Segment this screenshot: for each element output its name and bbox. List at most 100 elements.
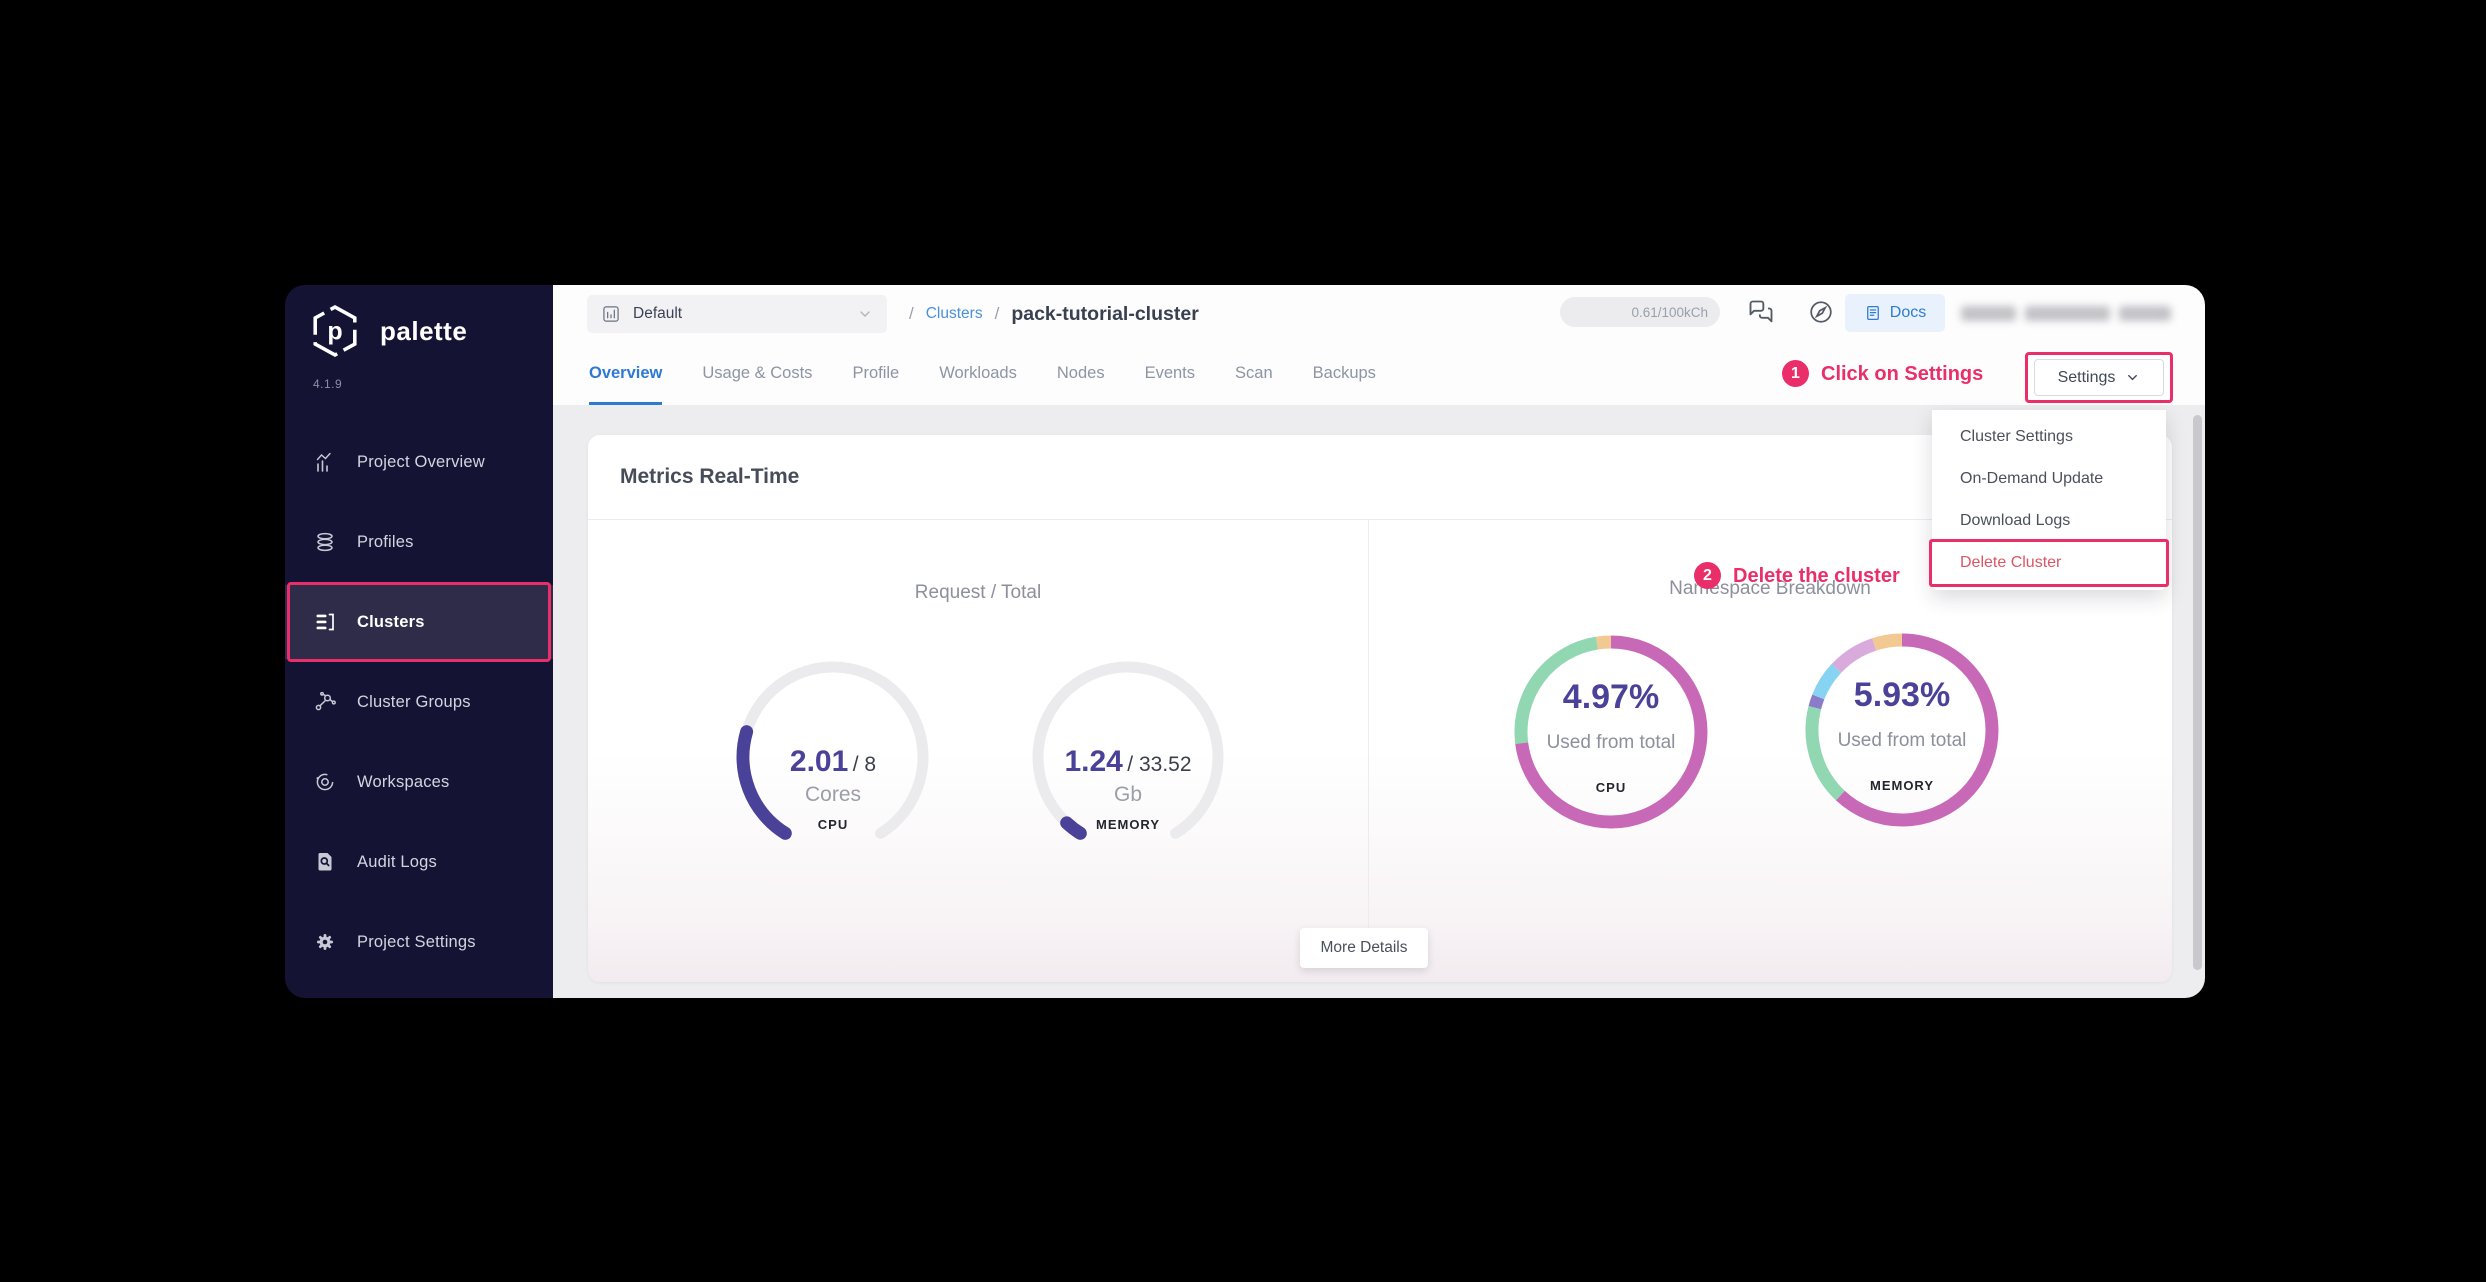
brand-name: palette: [380, 315, 468, 346]
memory-gauge-value-row: 1.24 / 33.52: [1028, 745, 1228, 779]
settings-dropdown-menu: Cluster Settings On-Demand Update Downlo…: [1929, 410, 2169, 590]
breadcrumb: / Clusters / pack-tutorial-cluster: [909, 295, 1199, 333]
chart-icon: [316, 452, 331, 472]
cpu-gauge-label: CPU: [817, 817, 849, 832]
usage-quota-badge: 0.61/100kCh: [1560, 297, 1720, 327]
content-area: Metrics Real-Time Request / Total Namesp…: [553, 405, 2205, 998]
cluster-tabs: Overview Usage & Costs Profile Workloads…: [553, 345, 1653, 405]
metrics-card-title: Metrics Real-Time: [620, 465, 800, 488]
chevron-down-icon: [860, 311, 870, 317]
redacted-block: [2025, 306, 2110, 321]
user-chevron-down-icon[interactable]: [2149, 305, 2167, 323]
tab-overview[interactable]: Overview: [589, 345, 663, 405]
cpu-donut-ring: [1514, 635, 1708, 829]
menu-item-on-demand-update[interactable]: On-Demand Update: [1960, 470, 2104, 487]
memory-gauge-arc: [1031, 660, 1225, 854]
cpu-gauge: 2.01 / 8 Cores CPU: [733, 657, 933, 857]
tab-usage-costs[interactable]: Usage & Costs: [702, 364, 813, 382]
top-bar: Default / Clusters / pack-tutorial-clust…: [553, 285, 2205, 405]
audit-log-icon: [318, 853, 332, 871]
breadcrumb-current-cluster: pack-tutorial-cluster: [1011, 302, 1199, 325]
cpu-percent-used: 4.97%: [1562, 678, 1660, 716]
annotation-step-1-text: Click on Settings: [1821, 363, 1984, 385]
annotation-highlight-settings: Settings: [2025, 352, 2173, 403]
cpu-namespace-donut: 4.97% Used from total CPU: [1511, 632, 1711, 832]
cpu-gauge-value-row: 2.01 / 8: [733, 745, 933, 779]
request-total-label: Request / Total: [914, 582, 1042, 603]
annotation-step-2-badge: 2: [1694, 562, 1721, 589]
annotation-step-2-text: Delete the cluster: [1733, 565, 1900, 587]
gear-icon: [317, 934, 333, 950]
orbit-icon: [316, 773, 334, 791]
svg-text:p: p: [327, 317, 342, 345]
user-account-redacted[interactable]: [1961, 306, 2171, 321]
version-label: 4.1.9: [313, 377, 343, 391]
sidebar: p palette 4.1.9 Project Overview Profile…: [285, 285, 553, 998]
menu-item-delete-cluster[interactable]: Delete Cluster: [1960, 554, 2062, 571]
document-icon: [1866, 305, 1879, 321]
brand: p palette: [310, 303, 467, 359]
docs-button[interactable]: Docs: [1845, 294, 1945, 332]
sidebar-item-clusters[interactable]: Clusters: [285, 585, 553, 659]
sidebar-item-project-overview[interactable]: Project Overview: [285, 425, 553, 499]
compass-icon[interactable]: [1807, 298, 1835, 326]
vertical-scrollbar[interactable]: [2193, 415, 2202, 970]
cpu-donut-caption: Used from total: [1546, 732, 1676, 753]
cpu-donut-label: CPU: [1595, 780, 1627, 795]
sidebar-item-label: Workspaces: [357, 772, 450, 791]
menu-item-download-logs[interactable]: Download Logs: [1960, 512, 2071, 529]
redacted-block: [1961, 306, 2016, 321]
memory-percent-used: 5.93%: [1853, 676, 1951, 714]
sidebar-item-audit-logs[interactable]: Audit Logs: [285, 825, 553, 899]
layers-icon: [317, 532, 333, 552]
tab-workloads[interactable]: Workloads: [939, 364, 1017, 382]
settings-button[interactable]: Settings: [2034, 359, 2164, 396]
docs-button-label: Docs: [1889, 304, 1927, 321]
chat-icon[interactable]: [1747, 298, 1775, 326]
breadcrumb-clusters-link[interactable]: Clusters: [925, 305, 983, 322]
tab-scan[interactable]: Scan: [1235, 364, 1273, 382]
tab-profile[interactable]: Profile: [852, 364, 900, 382]
memory-donut-ring: [1805, 633, 1999, 827]
memory-unit: Gb: [1113, 783, 1142, 806]
cpu-used-value: 2.01: [789, 745, 849, 778]
breadcrumb-separator: /: [909, 304, 914, 323]
chevron-down-icon: [2128, 374, 2138, 381]
clusters-icon: [316, 613, 334, 631]
sidebar-item-label: Clusters: [357, 612, 425, 631]
cpu-unit: Cores: [804, 783, 862, 806]
metrics-card: Metrics Real-Time Request / Total Namesp…: [588, 435, 2172, 982]
sidebar-item-project-settings[interactable]: Project Settings: [285, 905, 553, 979]
breadcrumb-separator: /: [994, 304, 1000, 323]
main-area: Default / Clusters / pack-tutorial-clust…: [553, 285, 2205, 998]
tab-events[interactable]: Events: [1144, 364, 1196, 382]
sidebar-item-label: Profiles: [357, 532, 414, 551]
app-window: p palette 4.1.9 Project Overview Profile…: [285, 285, 2205, 998]
more-details-button[interactable]: More Details: [1300, 928, 1428, 968]
project-selector-value: Default: [633, 305, 683, 322]
memory-total-value: / 33.52: [1127, 753, 1192, 776]
sidebar-item-label: Audit Logs: [357, 852, 437, 871]
sidebar-item-label: Project Settings: [357, 932, 476, 951]
memory-namespace-donut: 5.93% Used from total MEMORY: [1802, 630, 2002, 830]
memory-donut-label: MEMORY: [1869, 778, 1935, 793]
sidebar-item-label: Cluster Groups: [357, 692, 471, 711]
menu-item-cluster-settings[interactable]: Cluster Settings: [1960, 428, 2073, 445]
nodes-icon: [315, 691, 336, 711]
metrics-card-header: Metrics Real-Time: [588, 435, 2172, 520]
sidebar-item-cluster-groups[interactable]: Cluster Groups: [285, 665, 553, 739]
memory-gauge: 1.24 / 33.52 Gb MEMORY: [1028, 657, 1228, 857]
project-selector[interactable]: Default: [587, 295, 887, 333]
sidebar-item-label: Project Overview: [357, 452, 485, 471]
settings-button-label: Settings: [2057, 368, 2116, 386]
sidebar-item-profiles[interactable]: Profiles: [285, 505, 553, 579]
bar-chart-icon: [603, 306, 619, 322]
metrics-card-body: Request / Total Namespace Breakdown 2.01…: [588, 520, 2172, 981]
tab-nodes[interactable]: Nodes: [1056, 364, 1105, 382]
namespace-breakdown-label: Namespace Breakdown: [1669, 578, 1871, 599]
sidebar-item-workspaces[interactable]: Workspaces: [285, 745, 553, 819]
section-divider: [1368, 520, 1369, 940]
cpu-gauge-arc: [736, 660, 930, 854]
tab-backups[interactable]: Backups: [1312, 364, 1376, 382]
memory-gauge-label: MEMORY: [1095, 817, 1161, 832]
